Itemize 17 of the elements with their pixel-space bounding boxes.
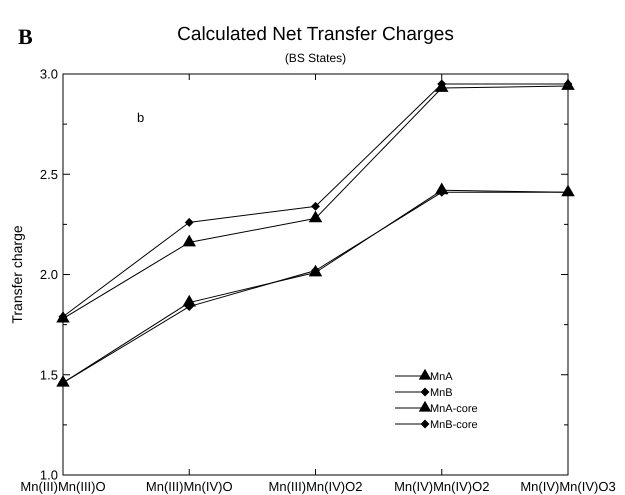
x-tick-label: Mn(IV)Mn(IV)O3 <box>520 479 616 494</box>
annotation: b <box>137 110 144 125</box>
legend-label: MnB <box>430 386 453 399</box>
text: B <box>18 24 33 49</box>
chart-subtitle: (BS States) <box>284 51 346 65</box>
x-tick-label: Mn(III)Mn(IV)O <box>146 479 233 494</box>
legend-label: MnA-core <box>430 402 478 415</box>
y-axis-title: Transfer charge <box>9 225 25 324</box>
legend-label: MnA <box>430 370 454 383</box>
y-tick-label: 2.0 <box>40 267 58 282</box>
x-tick-label: Mn(IV)Mn(IV)O2 <box>394 479 490 494</box>
legend-label: MnB-core <box>430 418 478 431</box>
y-tick-label: 2.5 <box>40 166 58 182</box>
y-tick-label: 3.0 <box>40 66 58 82</box>
x-tick-label: Mn(III)Mn(IV)O2 <box>268 479 362 494</box>
chart-title: Calculated Net Transfer Charges <box>177 24 454 45</box>
y-tick-label: 1.5 <box>40 367 58 382</box>
